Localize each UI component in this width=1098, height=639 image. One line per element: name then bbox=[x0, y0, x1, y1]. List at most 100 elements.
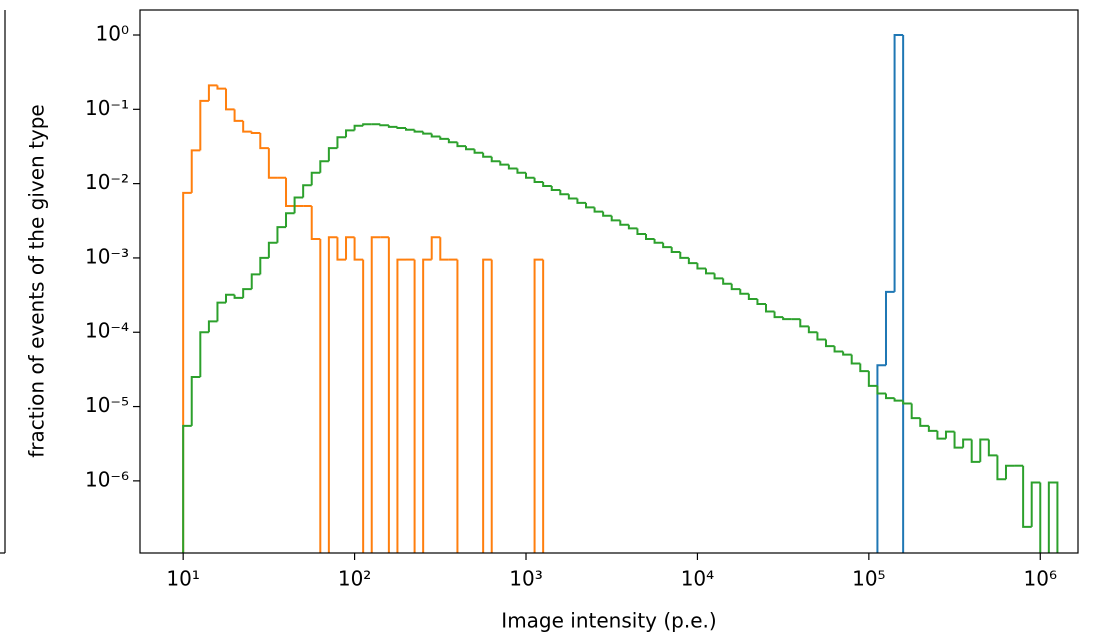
histogram-step bbox=[233, 109, 244, 122]
histogram-step bbox=[293, 196, 304, 214]
histogram-step bbox=[413, 129, 424, 133]
x-tick-label: 10³ bbox=[509, 567, 542, 591]
histogram-step bbox=[207, 320, 218, 333]
histogram-step bbox=[250, 273, 261, 290]
histogram-step bbox=[182, 424, 192, 553]
histogram-step bbox=[533, 258, 544, 553]
histogram-step bbox=[799, 319, 809, 328]
histogram-step bbox=[567, 194, 578, 200]
histogram-step bbox=[327, 147, 338, 162]
histogram-step bbox=[970, 439, 981, 463]
histogram-step bbox=[447, 138, 458, 144]
histogram-step bbox=[207, 84, 218, 101]
y-axis-label: fraction of events of the given type bbox=[25, 104, 49, 457]
histogram-step bbox=[730, 283, 741, 291]
histogram-step bbox=[310, 205, 321, 240]
histogram-step bbox=[773, 311, 784, 319]
histogram-step bbox=[482, 258, 492, 553]
histogram-step bbox=[353, 237, 364, 261]
histogram-step bbox=[285, 177, 295, 207]
histogram-step bbox=[216, 85, 227, 90]
histogram-step bbox=[396, 126, 407, 130]
histogram-step bbox=[842, 351, 852, 356]
histogram-step bbox=[893, 34, 904, 292]
plot-frame bbox=[139, 9, 1079, 554]
histogram-step bbox=[276, 226, 287, 243]
histogram-step bbox=[465, 146, 475, 151]
histogram-step bbox=[576, 198, 587, 204]
histogram-step bbox=[884, 290, 895, 366]
histogram-step bbox=[216, 301, 227, 322]
histogram-step bbox=[327, 236, 338, 553]
histogram-step bbox=[319, 160, 329, 173]
histogram-step bbox=[430, 236, 441, 260]
histogram-step bbox=[439, 136, 449, 140]
y-tick-label: 10⁻⁴ bbox=[85, 319, 129, 343]
histogram-step bbox=[619, 220, 629, 226]
histogram-step bbox=[362, 123, 372, 126]
histogram-step bbox=[242, 120, 252, 133]
histogram-step bbox=[336, 237, 347, 261]
histogram-step bbox=[987, 439, 998, 457]
histogram-step bbox=[225, 293, 235, 303]
histogram-step bbox=[627, 224, 638, 230]
histogram-step bbox=[533, 177, 544, 184]
histogram-step bbox=[722, 278, 732, 285]
histogram-step bbox=[267, 241, 278, 258]
histogram-step bbox=[636, 228, 647, 235]
histogram-step bbox=[893, 398, 904, 402]
histogram-step bbox=[979, 438, 989, 462]
plot-marks bbox=[182, 34, 1059, 553]
histogram-step bbox=[824, 339, 835, 348]
histogram-step bbox=[199, 331, 209, 377]
histogram-step bbox=[550, 185, 561, 192]
histogram-step bbox=[396, 258, 407, 553]
histogram-step bbox=[816, 332, 826, 341]
histogram-step bbox=[1004, 464, 1015, 480]
histogram-step bbox=[996, 455, 1006, 481]
histogram-step bbox=[405, 128, 415, 131]
histogram-step bbox=[345, 129, 355, 138]
histogram-step bbox=[250, 131, 261, 135]
histogram-step bbox=[379, 124, 389, 127]
histogram-step bbox=[585, 202, 595, 209]
histogram-step bbox=[645, 233, 655, 240]
histogram-step bbox=[662, 242, 672, 249]
histogram-step bbox=[490, 156, 501, 163]
histogram-step bbox=[225, 88, 235, 111]
histogram-step bbox=[242, 288, 252, 298]
histogram-step bbox=[310, 171, 321, 186]
histogram-step bbox=[1022, 465, 1032, 528]
histogram-step bbox=[190, 375, 201, 426]
histogram-step bbox=[233, 294, 244, 299]
histogram-step bbox=[919, 418, 929, 427]
histogram-step bbox=[876, 385, 886, 395]
histogram-step bbox=[430, 133, 441, 138]
histogram-step bbox=[267, 148, 278, 179]
histogram-step bbox=[559, 190, 569, 196]
histogram-step bbox=[670, 247, 681, 254]
histogram-step bbox=[653, 238, 664, 244]
histogram-step bbox=[927, 425, 938, 432]
histogram-step bbox=[259, 256, 269, 275]
histogram-step bbox=[285, 212, 295, 228]
histogram-step bbox=[199, 99, 209, 151]
histogram-step bbox=[370, 236, 381, 553]
histogram-step bbox=[507, 164, 518, 170]
histogram-step bbox=[953, 431, 964, 449]
histogram-step bbox=[302, 184, 312, 198]
y-tick-label: 10⁰ bbox=[96, 22, 129, 46]
histogram-step bbox=[962, 438, 972, 448]
y-tick-label: 10⁻¹ bbox=[85, 96, 129, 120]
histogram-step bbox=[516, 168, 527, 174]
histogram-step bbox=[456, 142, 467, 148]
histogram-step bbox=[756, 299, 766, 305]
histogram-step bbox=[259, 133, 269, 150]
histogram-step bbox=[687, 257, 698, 265]
y-tick-label: 10⁻⁵ bbox=[85, 393, 129, 417]
histogram-step bbox=[345, 236, 355, 260]
histogram-step bbox=[473, 149, 484, 154]
x-tick-label: 10⁶ bbox=[1024, 567, 1057, 591]
histogram-step bbox=[713, 273, 724, 280]
